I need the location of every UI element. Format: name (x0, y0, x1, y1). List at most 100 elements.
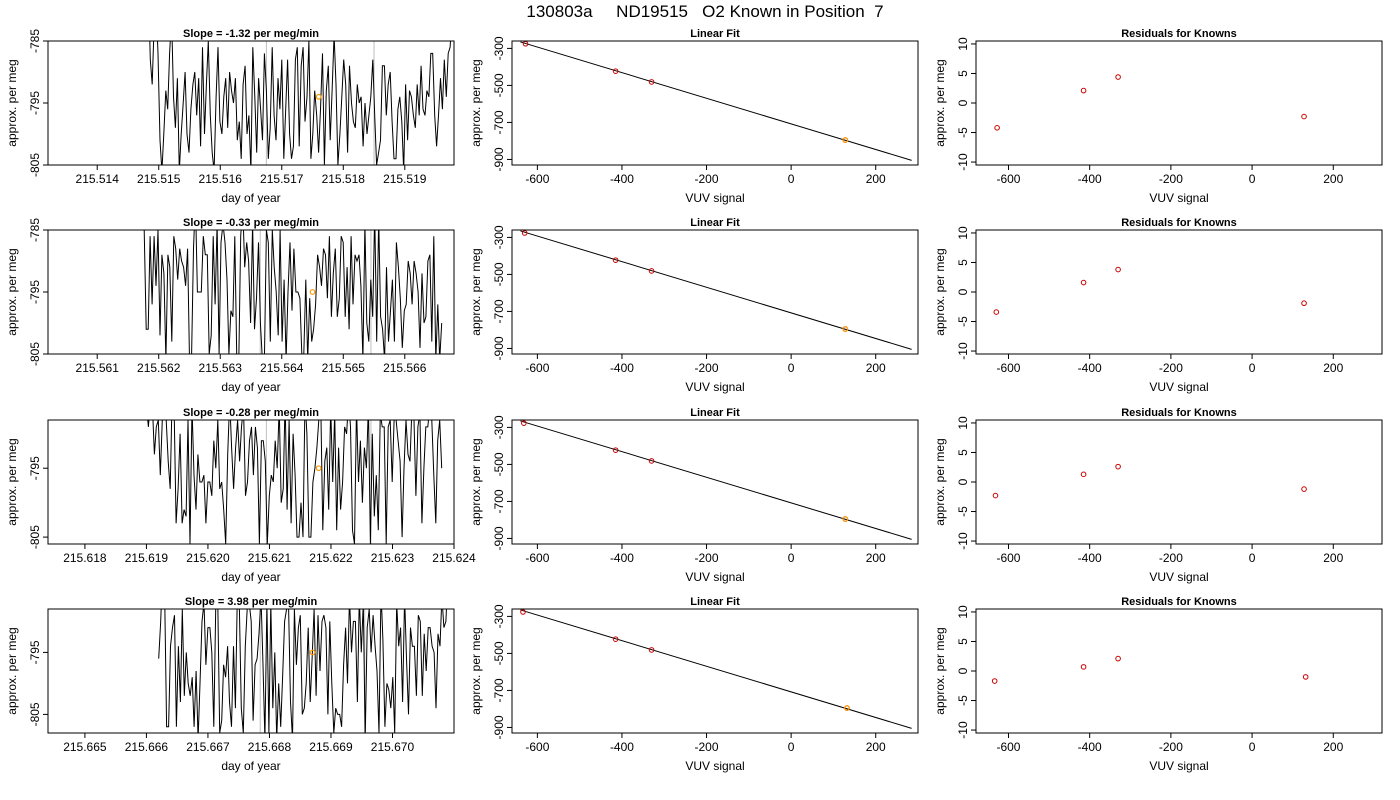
y-axis-label: approx. per meg (469, 248, 483, 335)
panel-fit-4: -600 -400 -200 0 200 -300 -500 -700 -900 Linear F… (469, 596, 919, 773)
x-tick-label: 215.622 (309, 551, 353, 565)
panel-drift-3: 215.618 215.619 215.620 215.621 215.622 215.6… (5, 407, 476, 584)
y-tick-label: 5 (956, 70, 970, 77)
x-tick-label: -600 (525, 361, 549, 375)
y-tick-label: -785 (28, 29, 42, 53)
sample-point (309, 289, 316, 295)
known-point (1080, 664, 1087, 670)
y-axis-label: approx. per meg (469, 438, 483, 525)
y-tick-label: -900 (492, 715, 506, 739)
x-tick-label: 0 (1249, 551, 1256, 565)
y-tick-label: -5 (956, 316, 970, 327)
x-tick-label: -200 (695, 551, 719, 565)
x-axis-label: VUV signal (685, 191, 744, 205)
y-tick-label: 0 (956, 667, 970, 674)
plot-data (520, 230, 912, 350)
known-point (612, 636, 619, 642)
x-tick-label: -600 (996, 551, 1020, 565)
x-tick-label: 0 (1249, 740, 1256, 754)
known-point (1115, 655, 1121, 662)
known-point (994, 125, 1000, 131)
x-tick-label: -400 (1078, 740, 1102, 754)
panel-fit-3: -600 -400 -200 0 200 -300 -500 -700 -900 Linear F… (469, 407, 919, 584)
x-tick-label: -200 (695, 172, 719, 186)
x-tick-label: -400 (610, 172, 634, 186)
x-tick-label: -600 (525, 740, 549, 754)
x-tick-label: -400 (610, 361, 634, 375)
known-point (1115, 463, 1121, 470)
x-axis-label: VUV signal (1149, 191, 1208, 205)
x-tick-label: -600 (996, 740, 1020, 754)
x-tick-label: 215.516 (199, 172, 243, 186)
y-tick-label: -300 (492, 415, 506, 439)
known-point (991, 678, 998, 684)
y-axis-label: approx. per meg (469, 627, 483, 714)
x-tick-label: 200 (1323, 172, 1343, 186)
known-point (1115, 74, 1121, 80)
page-title: 130803a ND19515 O2 Known in Position 7 (526, 2, 884, 21)
y-tick-label: -805 (28, 342, 42, 366)
x-axis-label: VUV signal (685, 759, 744, 773)
x-axis-label: day of year (221, 380, 280, 394)
known-point (1080, 279, 1087, 286)
plot-data (994, 74, 1307, 131)
known-point (1301, 113, 1307, 120)
y-tick-label: -500 (492, 452, 506, 476)
x-tick-label: -200 (695, 361, 719, 375)
x-tick-label: 215.518 (322, 172, 366, 186)
plot-data (520, 41, 912, 161)
known-point (520, 609, 526, 615)
x-tick-label: 215.564 (260, 361, 304, 375)
sample-point (315, 465, 322, 472)
x-tick-label: 215.565 (322, 361, 366, 375)
panel-title: Residuals for Knowns (1121, 217, 1237, 229)
x-tick-label: 200 (866, 740, 886, 754)
y-axis-label: approx. per meg (5, 59, 19, 146)
y-tick-label: -10 (956, 342, 970, 360)
known-point (1080, 471, 1087, 478)
plot-frame (47, 608, 455, 734)
known-point (648, 647, 655, 653)
y-axis-label: approx. per meg (469, 59, 483, 146)
x-tick-label: 200 (866, 551, 886, 565)
x-tick-label: 215.624 (432, 551, 476, 565)
fit-line (520, 230, 912, 350)
known-point (1080, 87, 1087, 94)
x-tick-label: 215.670 (371, 740, 415, 754)
x-tick-label: -400 (610, 551, 634, 565)
x-tick-label: 215.665 (63, 740, 107, 754)
fit-line (520, 609, 912, 729)
series-line (149, 41, 452, 165)
series-line (143, 230, 443, 354)
x-tick-label: -400 (1078, 551, 1102, 565)
y-tick-label: -700 (492, 299, 506, 323)
panel-title: Linear Fit (690, 596, 740, 608)
sample-point (842, 326, 849, 332)
x-tick-label: 0 (788, 361, 795, 375)
plot-data (993, 266, 1307, 315)
plot-frame (975, 229, 1383, 355)
x-tick-label: 215.621 (248, 551, 292, 565)
x-tick-label: -600 (996, 361, 1020, 375)
sample-point (842, 516, 849, 522)
x-tick-label: 0 (788, 740, 795, 754)
x-axis-label: VUV signal (685, 380, 744, 394)
x-tick-label: 215.519 (383, 172, 427, 186)
y-axis-label: approx. per meg (5, 248, 19, 335)
y-tick-label: -5 (956, 127, 970, 138)
plot-frame (975, 419, 1383, 545)
x-axis-label: day of year (221, 570, 280, 584)
sample-point (842, 137, 849, 143)
y-tick-label: -900 (492, 336, 506, 360)
x-tick-label: -200 (1159, 551, 1183, 565)
panel-title: Slope = -1.32 per meg/min (183, 28, 319, 40)
y-tick-label: -795 (28, 456, 42, 480)
known-point (612, 447, 619, 453)
panel-resid-2: -600 -400 -200 0 200 10 5 0 -5 -10 Residuals for K… (933, 217, 1383, 394)
x-tick-label: -200 (1159, 361, 1183, 375)
y-tick-label: -795 (28, 280, 42, 304)
x-tick-label: -200 (1159, 740, 1183, 754)
known-point (1302, 674, 1309, 680)
x-axis-label: VUV signal (1149, 570, 1208, 584)
x-tick-label: 215.561 (76, 361, 120, 375)
